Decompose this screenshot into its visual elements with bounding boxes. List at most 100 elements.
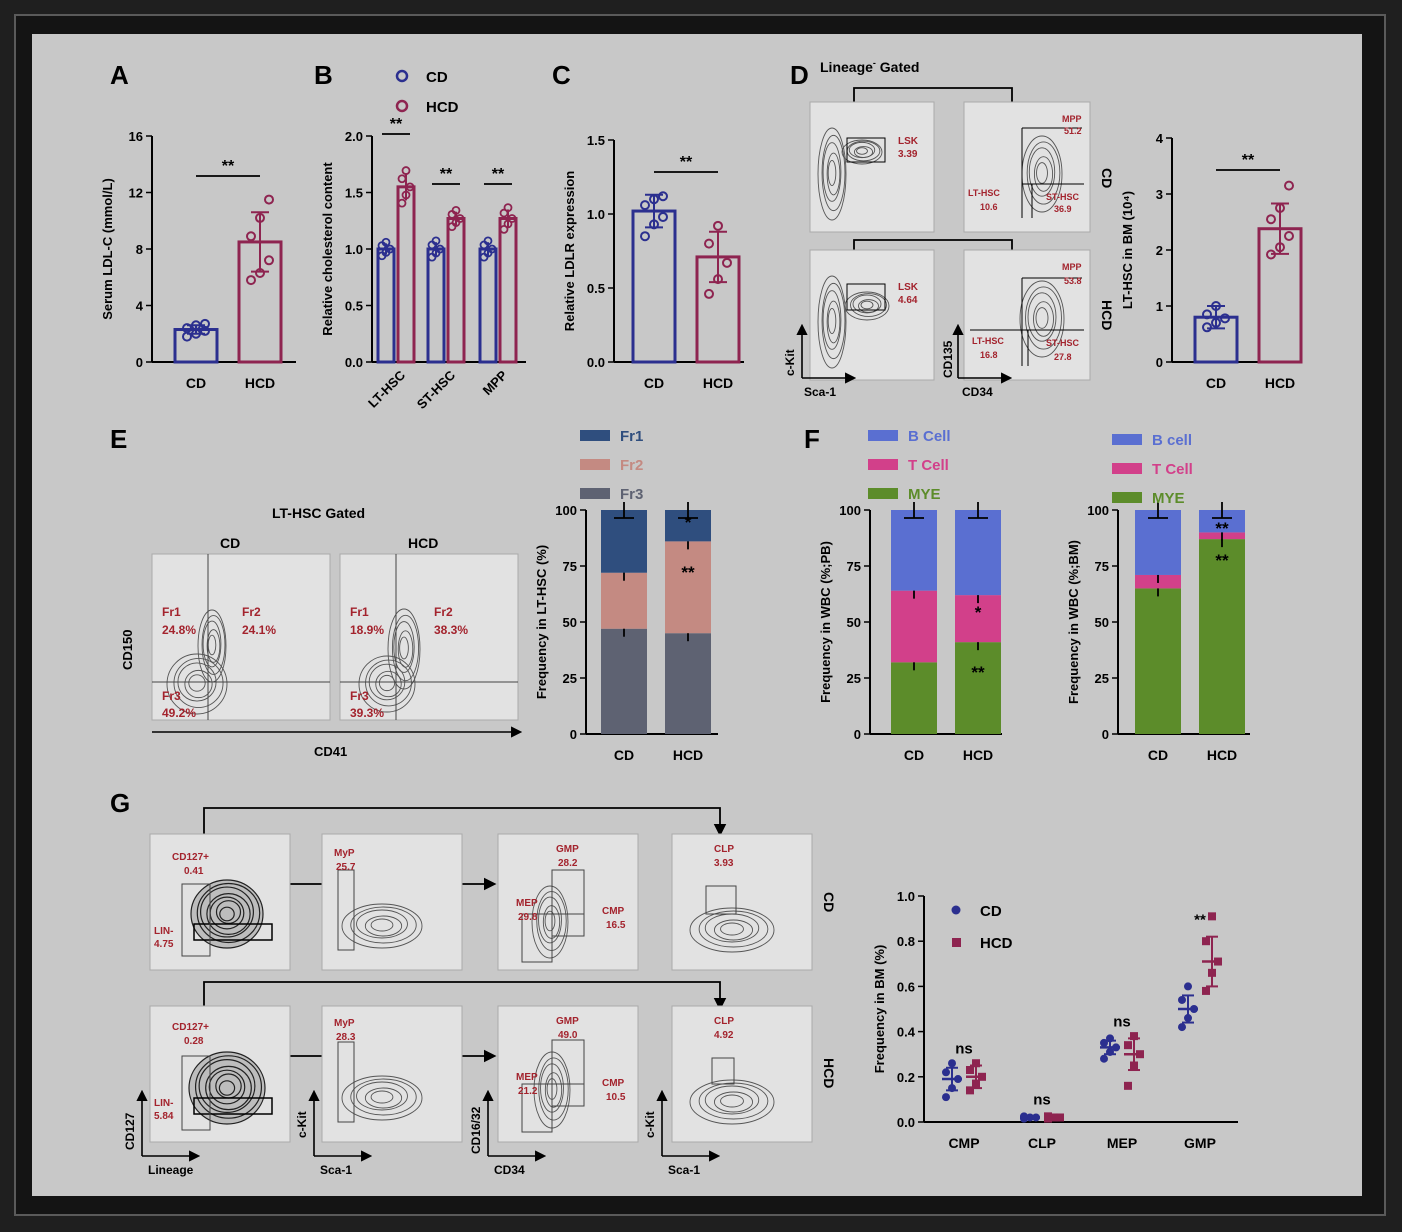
flow-d-hcd-st-label: ST-HSC xyxy=(1046,338,1080,348)
chart-g-point-hcd xyxy=(1130,1061,1138,1070)
chart-g-point-hcd xyxy=(1136,1050,1144,1059)
chart-g-ytick-label: 1.0 xyxy=(897,889,915,904)
chart-g-point-cd xyxy=(1178,1023,1186,1032)
flow-contour-ring xyxy=(190,879,264,949)
chart-e-legend-label-fr2: Fr2 xyxy=(620,457,643,474)
flow-contour-ring xyxy=(188,674,206,692)
chart-f-pb-ytick-label: 50 xyxy=(847,615,861,630)
chart-g-point-hcd xyxy=(1208,912,1216,921)
chart-e-xtick-label: CD xyxy=(614,747,634,763)
chart-b-point xyxy=(487,244,497,254)
flow-contour-ring xyxy=(218,1080,236,1096)
figure-canvas: A B C D E F G 0 4 8 12 16 Serum LDL-C (mmol/L… xyxy=(32,34,1362,1196)
flow-contour-ring xyxy=(1019,280,1065,358)
chart-g-point-hcd xyxy=(966,1086,974,1095)
flow-contour-ring xyxy=(689,907,775,953)
flow-g-cd-gmp-value: 28.2 xyxy=(558,858,578,869)
flow-e-cd-label: CD xyxy=(220,535,240,551)
chart-f-pb-seg-b-cell xyxy=(955,510,1001,596)
chart-g-point-hcd xyxy=(1124,1081,1132,1090)
flow-contour xyxy=(844,291,890,321)
flow-contour-ring xyxy=(817,127,847,221)
chart-b-sig-label: ** xyxy=(440,166,453,183)
flow-contour-ring xyxy=(356,1081,408,1111)
chart-g-point-hcd xyxy=(1124,1041,1132,1050)
flow-contour-ring xyxy=(166,653,228,715)
chart-g-sig-label: ** xyxy=(1194,912,1206,929)
flow-contour-ring xyxy=(704,1085,760,1115)
flow-g-cd-mep-value: 29.8 xyxy=(518,912,538,923)
chart-f-bm: 0 25 50 75 100 Frequency in WBC (%;BM) CD HCD **… xyxy=(1066,432,1250,763)
chart-a-ytick-label: 8 xyxy=(136,242,143,257)
chart-a-sig-label: ** xyxy=(222,158,235,175)
flow-contour-ring xyxy=(202,620,222,668)
flow-contour-ring xyxy=(378,674,396,692)
chart-g-point-hcd xyxy=(972,1079,980,1088)
flow-g-cd-clp-plot xyxy=(671,833,813,971)
flow-contour xyxy=(358,655,416,713)
panel-letter-f: F xyxy=(804,424,820,454)
flow-contour-ring xyxy=(821,134,846,212)
chart-a-ytick-label: 0 xyxy=(136,355,143,370)
flow-contour-ring xyxy=(387,608,421,690)
flow-g-axis-cd127: CD127 xyxy=(123,1112,137,1150)
chart-b-point xyxy=(435,244,445,254)
chart-e-legend-label-fr3: Fr3 xyxy=(620,486,643,503)
chart-f-pb-legend-label-t-cell: T Cell xyxy=(908,457,949,474)
chart-d-xtick-label: HCD xyxy=(1265,375,1295,391)
flow-g-hcd-clp-plot xyxy=(671,1005,813,1143)
flow-contour-ring xyxy=(1033,156,1054,192)
chart-g-point-cd xyxy=(948,1084,956,1093)
chart-g-point-hcd xyxy=(1208,968,1216,977)
chart-g-legend-marker-cd xyxy=(951,905,961,915)
chart-a-point xyxy=(200,318,210,329)
flow-contour-ring xyxy=(375,670,402,698)
flow-contour-ring xyxy=(1033,301,1054,337)
chart-f-bm-seg-b-cell xyxy=(1135,510,1181,575)
chart-g-point-cd xyxy=(948,1059,956,1068)
chart-f-bm-ytick-label: 25 xyxy=(1095,671,1109,686)
flow-contour-ring xyxy=(844,291,890,321)
chart-a-xtick-label: CD xyxy=(186,375,206,391)
flow-contour-ring xyxy=(397,630,414,668)
flow-contour-ring xyxy=(1025,286,1062,350)
chart-a-point xyxy=(246,231,256,242)
chart-f-pb-annotation: * xyxy=(975,603,982,622)
chart-c-ytick-label: 0.5 xyxy=(587,281,605,296)
chart-f-pb-ylabel: Frequency in WBC (%;PB) xyxy=(818,541,833,703)
chart-b-point xyxy=(503,203,513,213)
chart-f-bm-legend-swatch-mye xyxy=(1112,492,1142,503)
flow-contour-ring xyxy=(713,1091,754,1113)
chart-b-point xyxy=(499,224,509,234)
flow-contour-ring xyxy=(538,1057,569,1121)
flow-contour xyxy=(387,608,421,690)
flow-contour-ring xyxy=(196,882,261,944)
flow-contour-ring xyxy=(858,299,879,313)
chart-g-xtick-label: CLP xyxy=(1028,1135,1056,1151)
chart-g-point-hcd xyxy=(1056,1113,1064,1122)
chart-d-ytick-label: 1 xyxy=(1156,299,1163,314)
flow-contour-ring xyxy=(219,906,235,922)
chart-b-legend-label-hcd: HCD xyxy=(426,99,459,116)
flow-d-axis-sca1: Sca-1 xyxy=(804,385,836,399)
chart-e-ytick-label: 25 xyxy=(563,671,577,686)
flow-contour-ring xyxy=(206,629,221,663)
chart-g-point-cd xyxy=(1106,1034,1114,1043)
chart-g-point-cd xyxy=(1106,1047,1114,1056)
flow-g-hcd-cmp: CMP xyxy=(602,1078,625,1089)
flow-d-axis-cd34: CD34 xyxy=(962,385,993,399)
flow-e-axis-cd41: CD41 xyxy=(314,744,347,759)
flow-contour xyxy=(1021,135,1063,213)
flow-contour-ring xyxy=(689,1079,775,1125)
chart-e-legend-swatch-fr2 xyxy=(580,459,610,470)
chart-d-point xyxy=(1266,249,1276,260)
chart-a-point xyxy=(191,320,201,331)
flow-d-cd-st-value: 36.9 xyxy=(1054,204,1072,214)
flow-d-hcd-lsk-value: 4.64 xyxy=(898,295,918,306)
flow-contour-ring xyxy=(201,615,226,675)
flow-contour-ring xyxy=(827,160,837,186)
flow-d-hcd-st-value: 27.8 xyxy=(1054,352,1072,362)
panel-letter-g: G xyxy=(110,788,130,818)
chart-g-point-hcd xyxy=(1050,1113,1058,1122)
chart-a-ytick-label: 16 xyxy=(129,129,143,144)
